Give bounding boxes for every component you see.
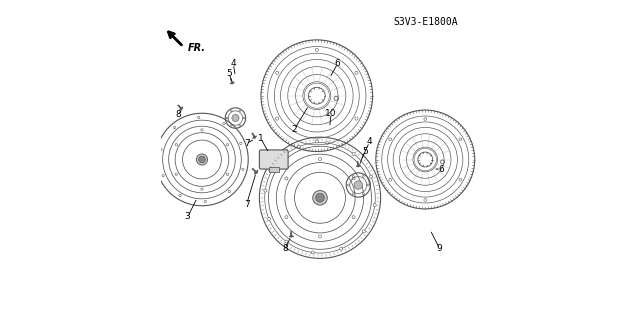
Circle shape	[227, 173, 228, 175]
Circle shape	[160, 149, 162, 151]
Circle shape	[230, 110, 232, 112]
Text: 4: 4	[230, 59, 236, 68]
Circle shape	[239, 124, 241, 126]
Circle shape	[285, 216, 288, 219]
Circle shape	[243, 117, 244, 119]
Circle shape	[459, 138, 462, 141]
Bar	[269, 167, 278, 172]
Circle shape	[173, 126, 176, 129]
Circle shape	[388, 138, 392, 141]
Circle shape	[276, 71, 279, 74]
Circle shape	[424, 118, 427, 120]
Circle shape	[311, 251, 314, 254]
Circle shape	[298, 145, 300, 148]
Text: FR.: FR.	[188, 43, 205, 53]
Text: 5: 5	[226, 69, 232, 78]
Circle shape	[369, 175, 372, 178]
Circle shape	[196, 154, 207, 165]
Circle shape	[313, 190, 327, 205]
Circle shape	[180, 107, 182, 110]
Text: 3: 3	[185, 212, 191, 221]
Circle shape	[326, 142, 329, 145]
Circle shape	[424, 199, 427, 201]
Circle shape	[352, 152, 355, 156]
Circle shape	[373, 204, 376, 206]
Circle shape	[353, 193, 355, 195]
Circle shape	[362, 175, 364, 177]
Circle shape	[348, 184, 349, 186]
Text: 6: 6	[335, 59, 340, 68]
Text: 8: 8	[282, 244, 288, 253]
Text: 2: 2	[292, 125, 298, 134]
Text: 4: 4	[367, 137, 372, 146]
Circle shape	[316, 193, 324, 202]
Circle shape	[223, 122, 225, 125]
Circle shape	[228, 190, 230, 193]
Circle shape	[367, 184, 369, 186]
Circle shape	[319, 158, 321, 160]
FancyBboxPatch shape	[259, 150, 288, 169]
Circle shape	[240, 142, 242, 145]
Circle shape	[239, 110, 241, 112]
Circle shape	[230, 124, 232, 126]
Circle shape	[204, 200, 207, 203]
Text: 6: 6	[438, 165, 444, 174]
Circle shape	[231, 82, 234, 84]
Circle shape	[242, 168, 244, 170]
Text: S3V3-E1800A: S3V3-E1800A	[394, 17, 458, 27]
Circle shape	[340, 247, 342, 250]
Circle shape	[198, 116, 200, 119]
Circle shape	[227, 117, 228, 119]
Text: 10: 10	[325, 109, 337, 118]
Circle shape	[362, 193, 364, 195]
Circle shape	[285, 240, 288, 243]
Text: 8: 8	[175, 110, 181, 119]
Circle shape	[264, 189, 267, 192]
Circle shape	[201, 188, 203, 190]
Circle shape	[319, 235, 321, 238]
Circle shape	[285, 177, 288, 180]
Circle shape	[255, 171, 258, 174]
Circle shape	[353, 175, 355, 177]
Circle shape	[268, 217, 271, 220]
Text: 5: 5	[362, 147, 367, 156]
Circle shape	[352, 177, 355, 180]
Circle shape	[352, 216, 355, 219]
Circle shape	[175, 144, 177, 146]
Text: 1: 1	[258, 134, 264, 143]
Circle shape	[276, 117, 279, 120]
Circle shape	[362, 230, 365, 233]
Text: 7: 7	[244, 139, 250, 148]
Circle shape	[388, 178, 392, 181]
Circle shape	[275, 163, 278, 166]
Circle shape	[355, 117, 358, 120]
Circle shape	[290, 235, 292, 237]
Circle shape	[198, 156, 205, 163]
Text: 7: 7	[244, 200, 250, 209]
Circle shape	[354, 181, 362, 189]
Circle shape	[316, 48, 318, 51]
Circle shape	[316, 140, 318, 143]
Circle shape	[175, 173, 177, 175]
Circle shape	[357, 165, 360, 167]
Circle shape	[201, 129, 203, 131]
Circle shape	[232, 115, 239, 122]
Circle shape	[253, 136, 256, 138]
Circle shape	[227, 144, 228, 146]
Circle shape	[355, 71, 358, 74]
Circle shape	[179, 194, 181, 197]
Circle shape	[459, 178, 462, 181]
Text: 9: 9	[436, 244, 442, 253]
Circle shape	[162, 174, 164, 177]
